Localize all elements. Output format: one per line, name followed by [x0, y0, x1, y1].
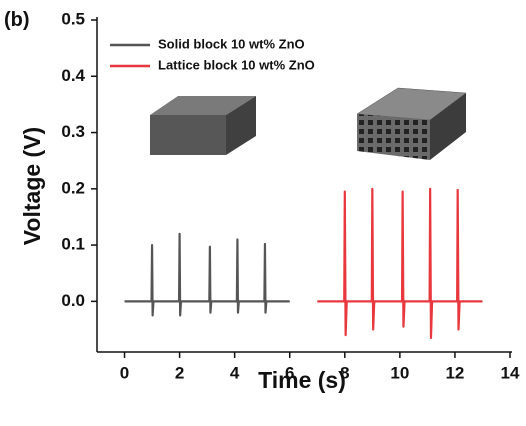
y-axis-title: Voltage (V) [19, 127, 45, 245]
series-line [124, 232, 290, 317]
solid-block-illustration [150, 96, 256, 155]
y-tick-label: 0.5 [61, 9, 85, 28]
x-tick-label: 14 [501, 363, 520, 382]
x-tick-label: 2 [175, 363, 184, 382]
legend-label: Solid block 10 wt% ZnO [158, 36, 305, 51]
x-axis-title: Time (s) [258, 367, 346, 393]
x-tick-label: 12 [445, 363, 464, 382]
y-tick-label: 0.2 [61, 178, 85, 197]
panel-label: (b) [4, 9, 30, 31]
y-tick-label: 0.3 [61, 122, 85, 141]
series-line [317, 187, 483, 340]
y-tick-label: 0.1 [61, 235, 85, 254]
legend-label: Lattice block 10 wt% ZnO [158, 57, 315, 72]
y-tick-label: 0.4 [61, 66, 85, 85]
x-tick-label: 0 [120, 363, 129, 382]
y-tick-label: 0.0 [61, 291, 85, 310]
x-tick-label: 10 [390, 363, 409, 382]
x-tick-label: 4 [230, 363, 240, 382]
x-tick-label: 6 [285, 363, 294, 382]
x-tick-label: 8 [340, 363, 349, 382]
lattice-block-illustration [356, 87, 467, 160]
